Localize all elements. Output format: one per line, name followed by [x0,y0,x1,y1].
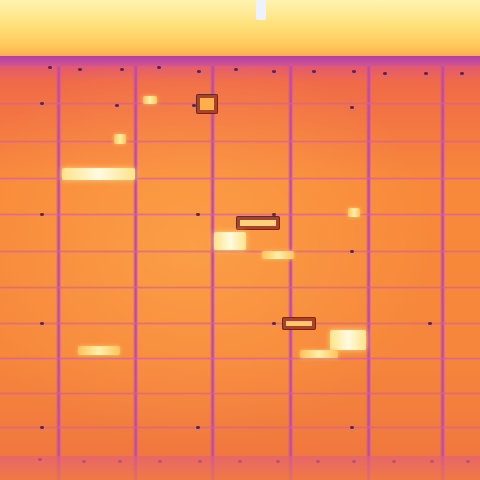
bolt-dot [350,426,354,429]
bolt-dot [428,322,432,325]
hot-spot [214,232,246,250]
hot-spot [330,330,366,350]
frame-line [56,66,61,480]
bolt-dot [350,106,354,109]
hot-spot [78,346,120,355]
bolt-dot [196,426,200,429]
hot-spot [143,96,157,104]
bolt-dot [383,72,387,75]
frame-line [210,66,215,480]
bolt-dot [312,70,316,73]
cell-seam [0,213,480,216]
cell-seam [0,250,480,253]
hot-spot [348,208,360,217]
panel-array [0,56,480,480]
bolt-dot [460,72,464,75]
hot-spot [62,168,135,180]
bolt-dot [272,213,276,216]
cell-seam [0,426,480,429]
hot-spot [300,350,338,358]
cell-seam [0,140,480,143]
crosshair-marker [256,0,266,20]
bolt-dot [196,213,200,216]
bolt-dot [40,322,44,325]
cell-seam [0,286,480,289]
bolt-dot [272,70,276,73]
bolt-dot [115,104,119,107]
bolt-dot [424,72,428,75]
sky-background [0,0,480,62]
bolt-dot [272,322,276,325]
bolt-dot [48,66,52,69]
bolt-dot [40,213,44,216]
bottom-mounting-rail [0,456,480,480]
hot-spot [262,251,294,259]
bolt-dot [157,66,161,69]
top-mounting-rail [0,56,480,66]
hot-spot [236,216,280,230]
bolt-dot [352,70,356,73]
frame-line [288,66,293,480]
cell-seam [0,177,480,180]
bolt-dot [192,104,196,107]
bolt-dot [40,102,44,105]
bolt-dot [234,68,238,71]
bolt-dot [40,426,44,429]
hot-spot [114,134,126,144]
cell-seam [0,102,480,105]
bolt-dot [197,70,201,73]
bolt-dot [78,68,82,71]
hot-spot [282,317,316,330]
bolt-dot [350,250,354,253]
cell-seam [0,392,480,395]
frame-line [133,66,138,480]
bolt-dot [120,68,124,71]
cell-seam [0,322,480,325]
frame-line [440,66,445,480]
frame-line [366,66,371,480]
cell-seam [0,357,480,360]
hot-spot [196,94,218,114]
